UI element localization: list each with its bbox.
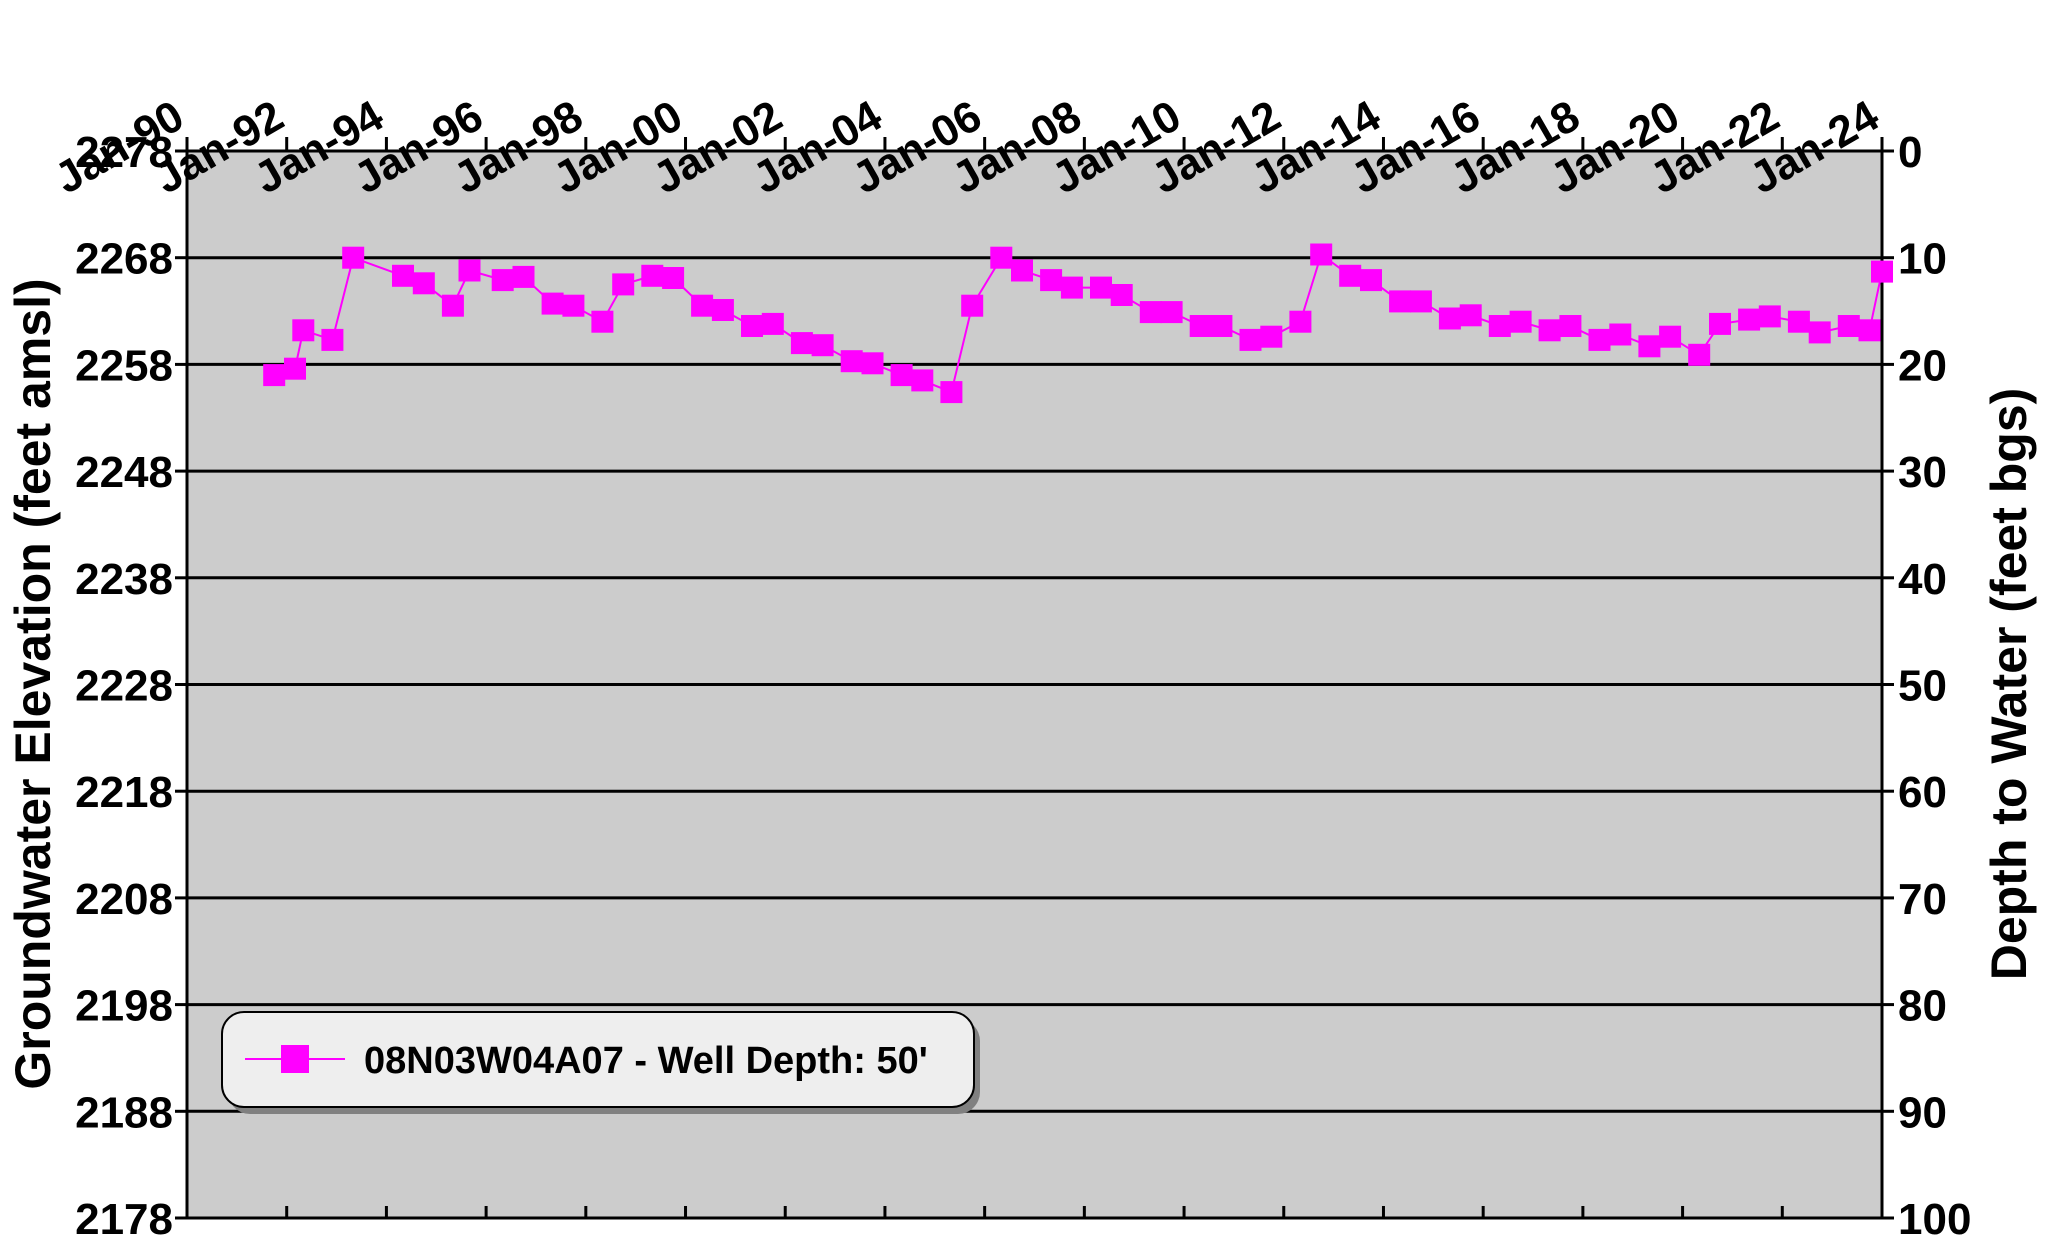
data-point bbox=[1360, 269, 1382, 292]
y-left-tick-label: 2238 bbox=[75, 555, 173, 604]
data-point bbox=[1858, 319, 1881, 342]
data-point bbox=[1310, 243, 1333, 266]
data-point bbox=[1837, 315, 1860, 337]
y-left-tick-label: 2258 bbox=[75, 341, 173, 390]
data-point bbox=[562, 294, 585, 317]
y-right-tick-label: 70 bbox=[1898, 875, 1947, 924]
data-point bbox=[1808, 321, 1831, 344]
data-point bbox=[840, 350, 863, 373]
data-point bbox=[861, 352, 884, 375]
data-point bbox=[1638, 335, 1661, 358]
y-right-tick-label: 100 bbox=[1898, 1195, 1971, 1241]
data-point bbox=[458, 259, 481, 282]
data-point bbox=[392, 264, 414, 287]
axis-ticks bbox=[175, 137, 1894, 1220]
data-point bbox=[1210, 315, 1233, 337]
y-left-tick-label: 2218 bbox=[75, 768, 173, 817]
data-point bbox=[1709, 312, 1731, 335]
data-point bbox=[1538, 319, 1561, 342]
data-point bbox=[263, 364, 286, 387]
data-point bbox=[761, 312, 784, 335]
data-point bbox=[441, 294, 464, 317]
y-right-tick-label: 40 bbox=[1898, 555, 1947, 604]
y-right-tick-label: 80 bbox=[1898, 982, 1947, 1031]
legend-box bbox=[221, 1011, 975, 1108]
y-left-tick-label: 2208 bbox=[75, 875, 173, 924]
data-point bbox=[1688, 343, 1711, 366]
data-point bbox=[1438, 307, 1461, 330]
data-point bbox=[790, 332, 813, 355]
y-right-tick-label: 90 bbox=[1898, 1088, 1947, 1137]
y-left-tick-label: 2198 bbox=[75, 982, 173, 1031]
data-point bbox=[1559, 315, 1582, 337]
data-point bbox=[512, 265, 535, 288]
data-point bbox=[292, 319, 315, 342]
data-point bbox=[1389, 290, 1412, 313]
data-point bbox=[691, 294, 714, 317]
data-point bbox=[541, 292, 564, 315]
data-point bbox=[1588, 328, 1611, 351]
data-point bbox=[990, 246, 1013, 269]
data-point bbox=[1160, 301, 1183, 324]
data-point bbox=[1659, 325, 1682, 348]
data-point bbox=[1239, 328, 1262, 351]
y-left-tick-label: 2188 bbox=[75, 1088, 173, 1137]
data-point bbox=[1110, 284, 1133, 306]
data-point bbox=[1040, 269, 1063, 292]
data-point bbox=[890, 364, 913, 387]
data-point bbox=[741, 315, 763, 337]
y-left-tick-label: 2268 bbox=[75, 235, 173, 284]
legend: 08N03W04A07 - Well Depth: 50' bbox=[221, 1011, 980, 1114]
series-layer bbox=[263, 243, 1893, 404]
data-point bbox=[1787, 310, 1810, 333]
data-point bbox=[911, 369, 934, 392]
data-point bbox=[1871, 260, 1893, 283]
y-left-tick-label: 2228 bbox=[75, 662, 173, 711]
data-point bbox=[1609, 323, 1632, 346]
y-right-tick-label: 30 bbox=[1898, 448, 1947, 497]
data-point bbox=[711, 299, 734, 321]
data-point bbox=[1738, 308, 1761, 331]
y-right-tick-label: 50 bbox=[1898, 662, 1947, 711]
data-point bbox=[1189, 315, 1212, 337]
y-right-tick-label: 0 bbox=[1898, 128, 1922, 177]
data-point bbox=[591, 310, 614, 333]
data-point bbox=[1260, 325, 1283, 348]
data-point bbox=[940, 381, 963, 404]
data-point bbox=[811, 334, 834, 357]
y-left-tick-label: 2178 bbox=[75, 1195, 173, 1241]
legend-label: 08N03W04A07 - Well Depth: 50' bbox=[364, 1040, 928, 1082]
data-point bbox=[1011, 259, 1033, 282]
y-left-tick-label: 2278 bbox=[75, 128, 173, 177]
data-point bbox=[1139, 301, 1162, 324]
y-left-axis-title: Groundwater Elevation (feet amsl) bbox=[5, 278, 61, 1089]
y-left-tick-label: 2248 bbox=[75, 448, 173, 497]
data-point bbox=[1090, 276, 1112, 299]
data-point bbox=[1488, 315, 1511, 337]
data-point bbox=[1339, 264, 1362, 287]
data-point bbox=[1409, 290, 1432, 313]
data-point bbox=[641, 264, 664, 287]
data-point bbox=[1459, 304, 1482, 327]
data-point bbox=[1758, 305, 1781, 328]
data-point bbox=[1289, 310, 1312, 333]
legend-marker-swatch bbox=[281, 1045, 309, 1073]
data-point bbox=[284, 357, 306, 380]
y-right-axis-title: Depth to Water (feet bgs) bbox=[1981, 388, 2037, 981]
data-point bbox=[321, 328, 344, 351]
data-point bbox=[491, 269, 514, 292]
data-point bbox=[961, 294, 984, 317]
y-right-tick-label: 60 bbox=[1898, 768, 1947, 817]
data-point bbox=[412, 272, 435, 295]
data-point bbox=[342, 246, 365, 269]
data-point bbox=[612, 273, 635, 296]
data-point bbox=[1060, 276, 1083, 299]
data-point bbox=[1509, 310, 1532, 333]
y-right-tick-label: 20 bbox=[1898, 341, 1947, 390]
data-point bbox=[662, 267, 685, 289]
y-right-tick-label: 10 bbox=[1898, 235, 1947, 284]
